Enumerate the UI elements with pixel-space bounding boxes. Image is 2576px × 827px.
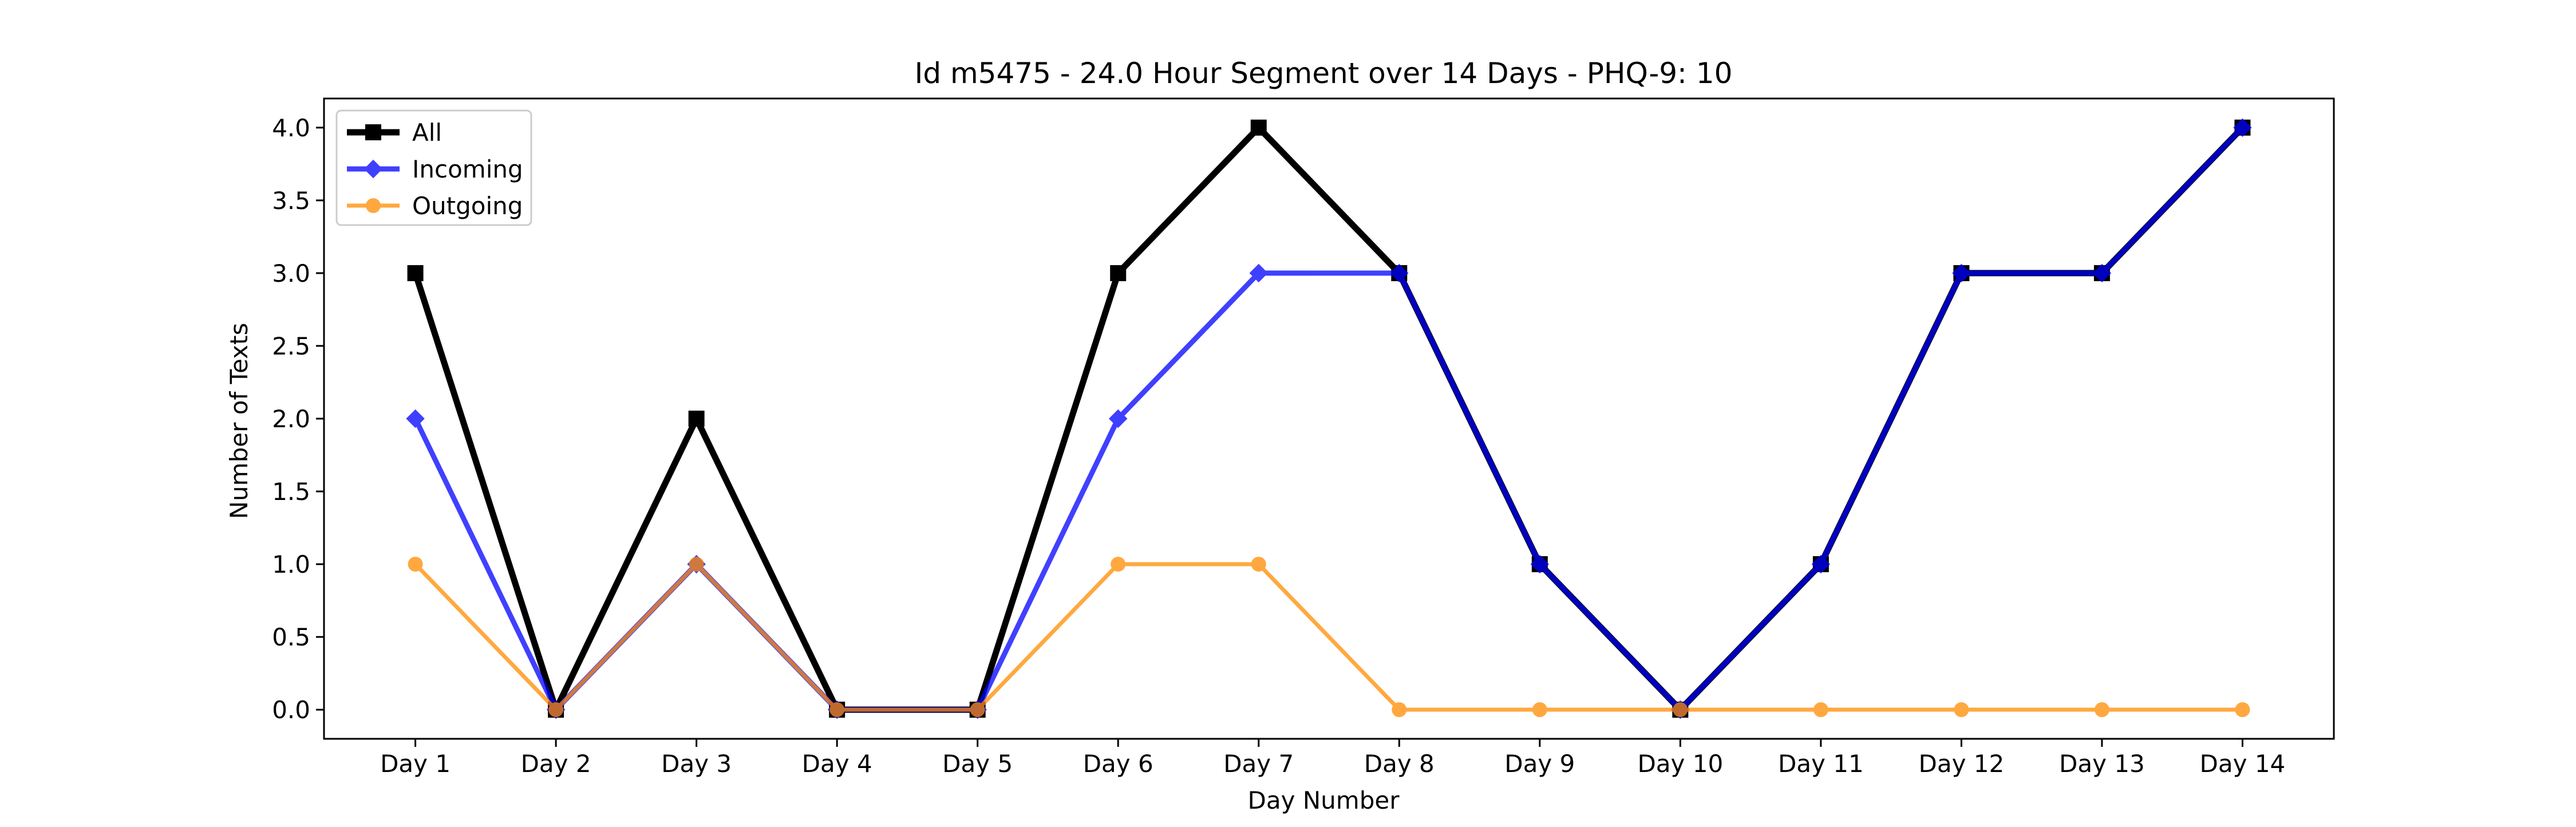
y-tick-label: 0.5: [272, 623, 310, 651]
x-tick-label: Day 12: [1918, 750, 2004, 778]
x-tick-label: Day 7: [1223, 750, 1294, 778]
legend-label: Outgoing: [412, 192, 523, 220]
legend-label: Incoming: [412, 155, 523, 183]
data-point: [1530, 554, 1550, 574]
data-point: [2092, 263, 2112, 283]
data-point: [1108, 409, 1128, 428]
y-tick-label: 0.0: [272, 696, 310, 724]
data-point: [406, 409, 425, 428]
x-tick-label: Day 6: [1083, 750, 1153, 778]
series-line: [414, 561, 2243, 713]
y-tick-label: 2.0: [272, 405, 310, 433]
data-point: [1532, 702, 1547, 718]
x-tick-label: Day 1: [380, 750, 451, 778]
data-point: [1251, 557, 1266, 572]
data-point: [548, 702, 564, 718]
data-point: [829, 702, 845, 718]
x-tick-label: Day 3: [661, 750, 732, 778]
data-point: [408, 557, 423, 572]
x-tick-label: Day 4: [802, 750, 872, 778]
data-point: [1673, 702, 1688, 718]
x-tick-label: Day 11: [1778, 750, 1864, 778]
y-tick-label: 3.0: [272, 259, 310, 288]
data-point: [2094, 702, 2109, 718]
data-point: [1811, 554, 1831, 574]
legend-item: [347, 198, 400, 213]
data-point: [2233, 118, 2252, 137]
data-point: [1249, 263, 1268, 283]
x-tick-label: Day 8: [1364, 750, 1435, 778]
legend-marker: [365, 124, 381, 140]
data-point: [688, 411, 705, 427]
plot-frame: [323, 97, 2335, 740]
series-all: [407, 119, 2251, 718]
y-tick-label: 1.0: [272, 550, 310, 578]
x-tick-label: Day 14: [2200, 750, 2286, 778]
series-outgoing: [408, 557, 2250, 718]
x-tick-label: Day 2: [521, 750, 591, 778]
x-tick-label: Day 5: [942, 750, 1013, 778]
data-point: [1952, 263, 1971, 283]
data-point: [1390, 263, 1409, 283]
x-tick-label: Day 9: [1504, 750, 1575, 778]
y-tick-label: 1.5: [272, 478, 310, 506]
data-point: [1392, 702, 1407, 718]
data-point: [1954, 702, 1969, 718]
data-point: [1250, 119, 1267, 136]
legend-box: [335, 109, 532, 226]
series-incoming: [406, 118, 2252, 719]
data-point: [1110, 265, 1127, 281]
x-axis-label: Day Number: [1247, 786, 1400, 814]
data-point: [970, 702, 985, 718]
data-point: [1813, 702, 1828, 718]
legend-marker: [366, 198, 381, 213]
legend-marker: [364, 159, 383, 179]
x-tick-label: Day 13: [2059, 750, 2145, 778]
data-point: [2235, 702, 2250, 718]
legend-item: [347, 159, 400, 179]
x-tick-label: Day 10: [1637, 750, 1723, 778]
legend-label: All: [412, 119, 442, 147]
legend-item: [347, 124, 400, 140]
chart-title: Id m5475 - 24.0 Hour Segment over 14 Day…: [915, 57, 1733, 90]
data-point: [407, 265, 424, 281]
y-axis-label: Number of Texts: [225, 323, 253, 519]
y-tick-label: 4.0: [272, 114, 310, 142]
data-point: [689, 557, 704, 572]
y-tick-label: 2.5: [272, 332, 310, 360]
y-tick-label: 3.5: [272, 187, 310, 215]
data-point: [1111, 557, 1126, 572]
